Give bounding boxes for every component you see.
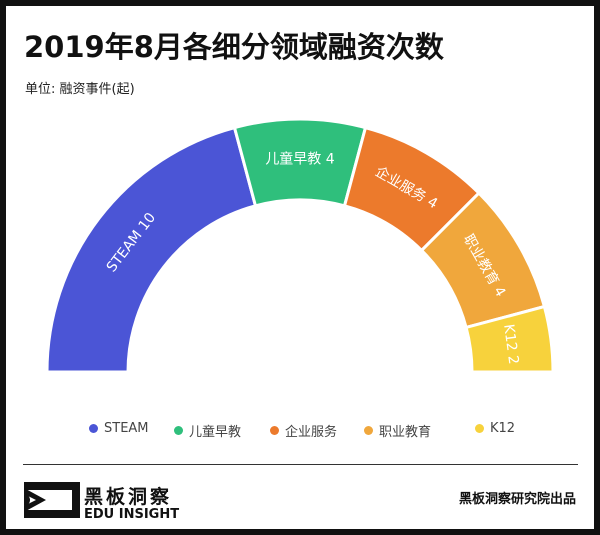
chart-title: 2019年8月各细分领域融资次数 [24,30,444,64]
credit-text: 黑板洞察研究院出品 [458,492,576,507]
logo-mark-icon [24,482,80,518]
edu-insight-logo: 黑板洞察 EDU INSIGHT [24,482,179,522]
data-label-K12: K12 2 [500,323,521,365]
legend-swatch [89,424,98,433]
logo-text-en: EDU INSIGHT [84,507,180,522]
legend-label: 儿童早教 [189,425,242,440]
slice-STEAM [45,125,258,374]
legend-swatch [364,426,373,435]
legend-item-STEAM: STEAM [89,421,149,436]
legend-swatch [270,426,279,435]
data-label-儿童早教: 儿童早教 4 [265,151,334,168]
legend-item-K12: K12 [475,421,515,436]
legend-label: 职业教育 [379,425,432,440]
slice-K12 [464,304,555,374]
legend-label: K12 [490,421,516,436]
legend-item-职业教育: 职业教育 [364,421,431,440]
logo-text-cn: 黑板洞察 [84,486,173,508]
divider [23,464,578,465]
legend-swatch [475,424,484,433]
legend-swatch [174,426,183,435]
legend-label: STEAM [104,421,149,436]
legend-label: 企业服务 [285,425,338,440]
unit-label: 单位: 融资事件(起) [25,82,135,97]
legend-item-儿童早教: 儿童早教 [174,421,241,440]
legend: STEAM 儿童早教 企业服务 职业教育 K12 [6,421,594,441]
legend-item-企业服务: 企业服务 [270,421,337,440]
chart-card: 2019年8月各细分领域融资次数 单位: 融资事件(起) STEAM 10 儿童早… [6,6,594,529]
